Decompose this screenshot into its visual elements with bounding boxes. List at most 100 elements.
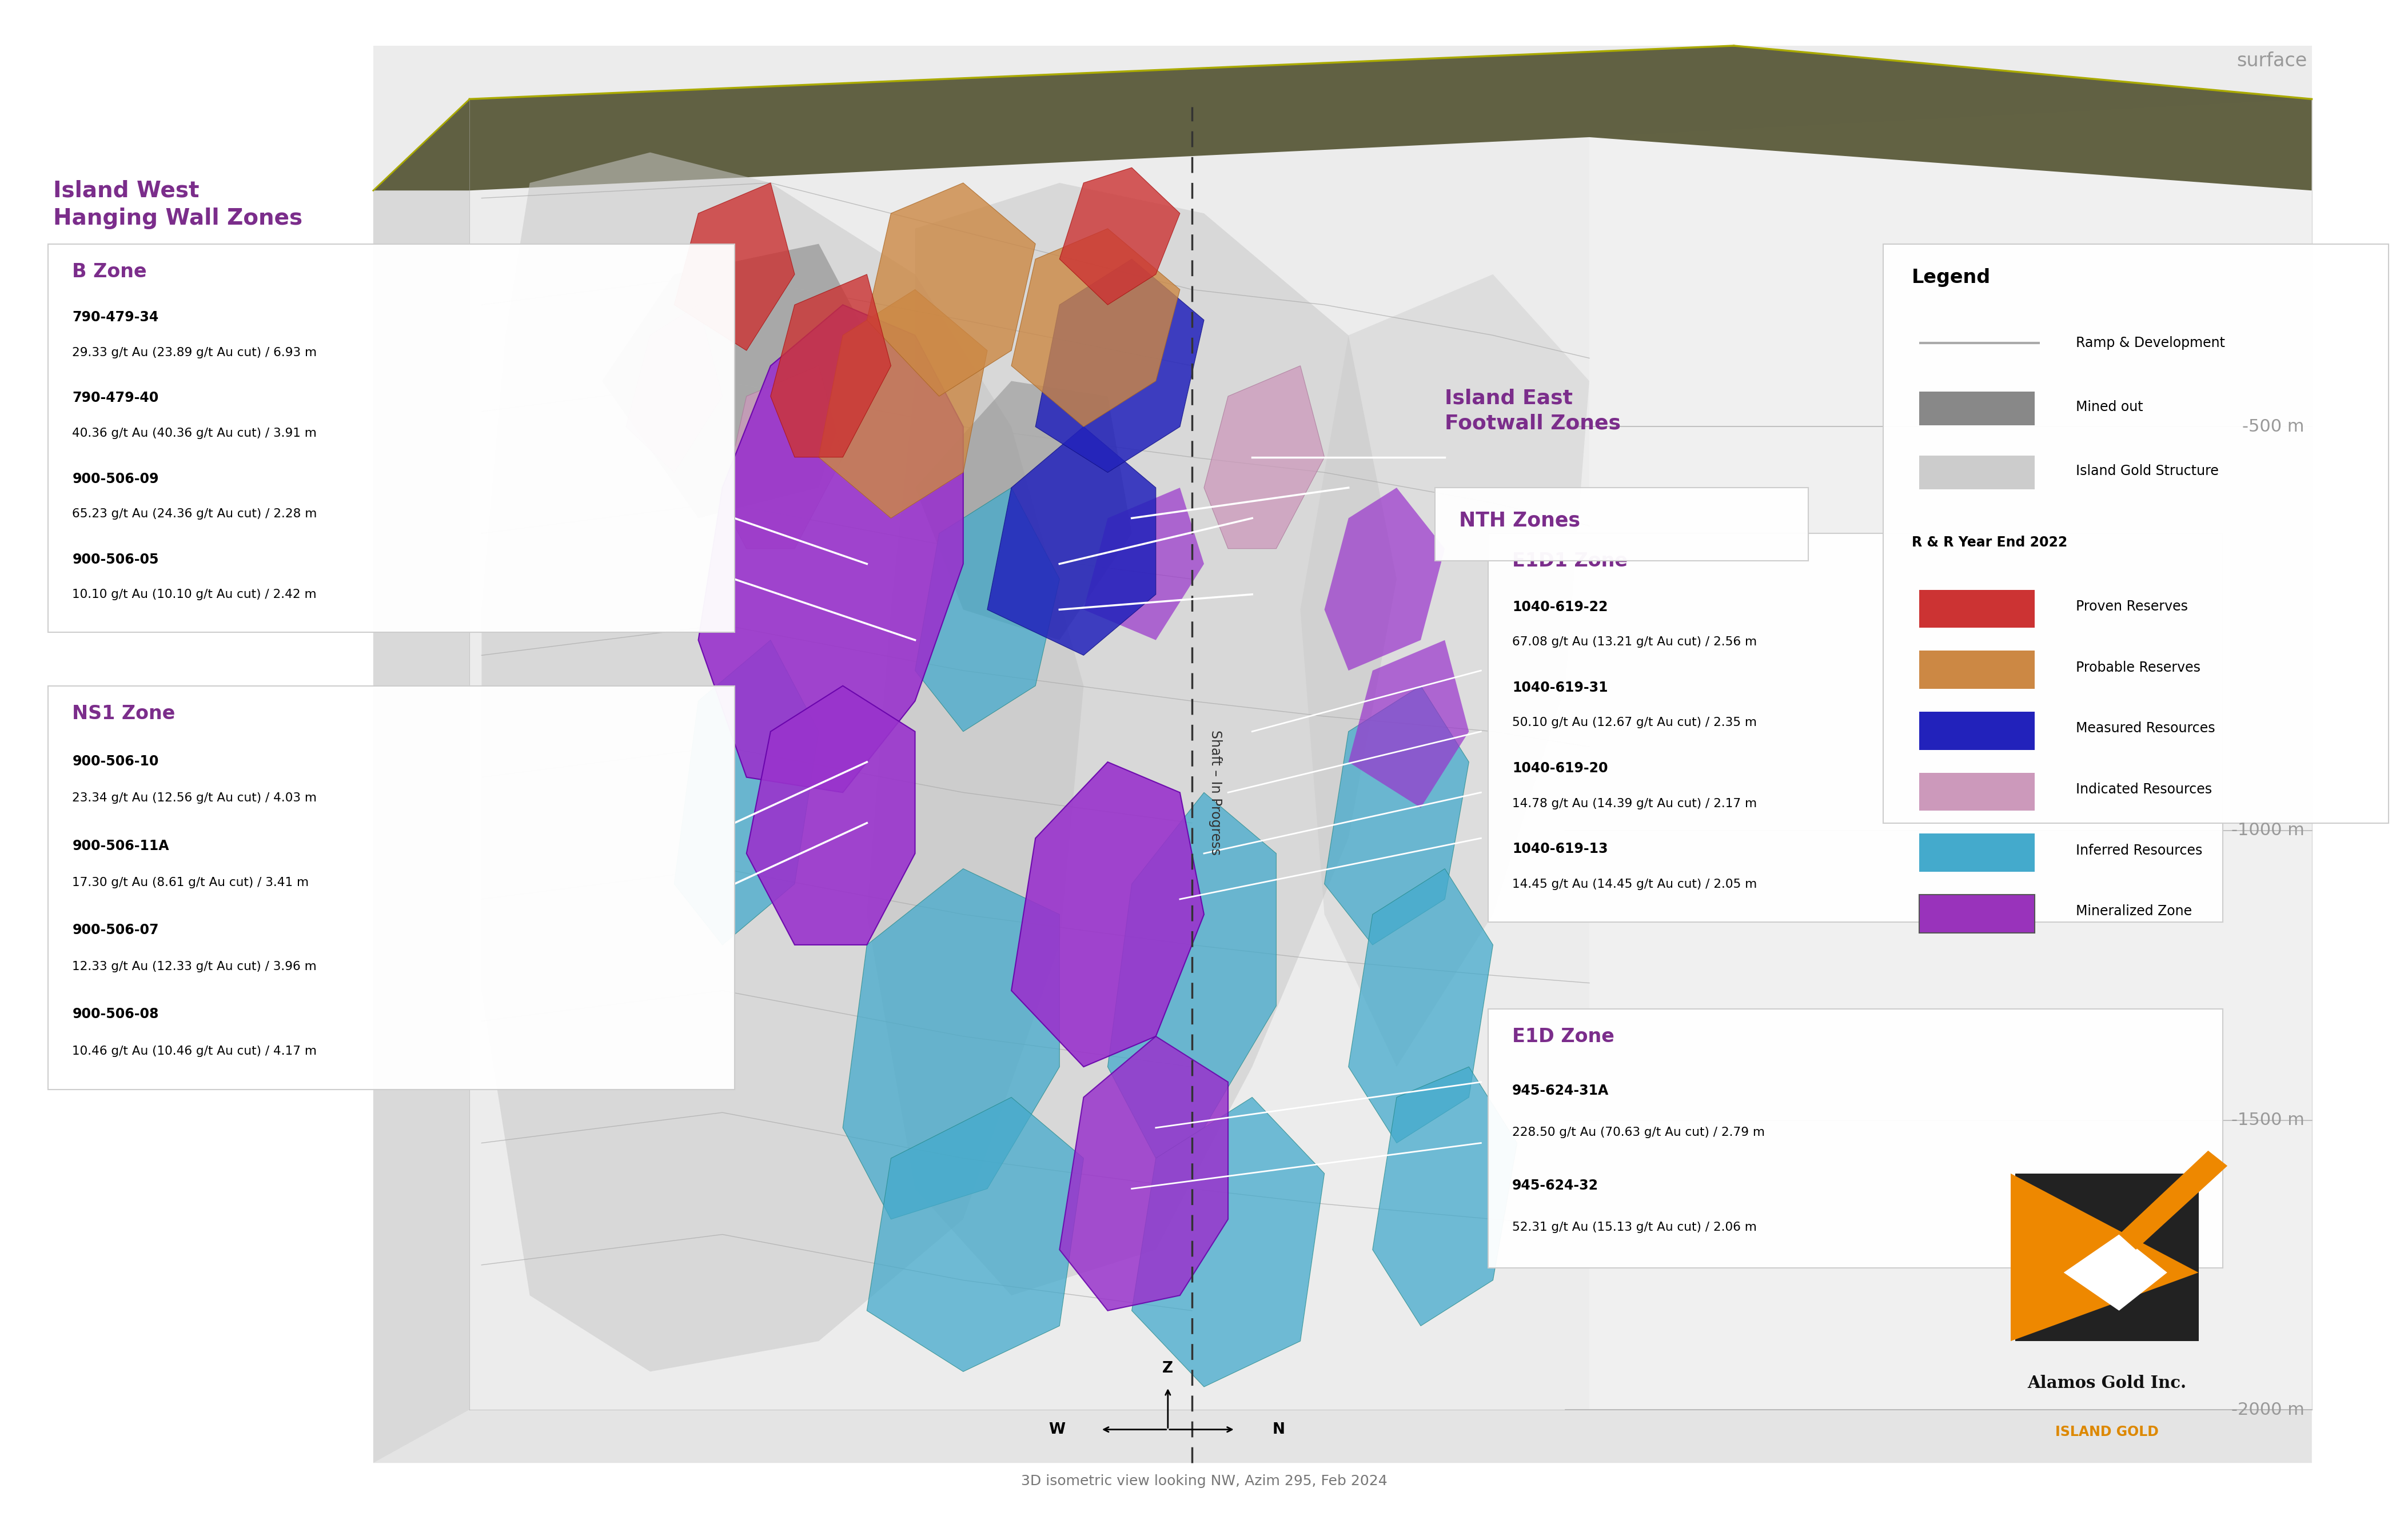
FancyBboxPatch shape: [1435, 488, 1808, 561]
Polygon shape: [1060, 1036, 1228, 1311]
FancyBboxPatch shape: [1919, 590, 2035, 628]
Text: 1040-619-20: 1040-619-20: [1512, 762, 1609, 776]
Polygon shape: [2011, 1173, 2199, 1341]
Text: 14.45 g/t Au (14.45 g/t Au cut) / 2.05 m: 14.45 g/t Au (14.45 g/t Au cut) / 2.05 m: [1512, 878, 1758, 890]
Text: 29.33 g/t Au (23.89 g/t Au cut) / 6.93 m: 29.33 g/t Au (23.89 g/t Au cut) / 6.93 m: [72, 347, 318, 358]
Polygon shape: [1108, 792, 1276, 1158]
Polygon shape: [1348, 640, 1469, 808]
Text: Inferred Resources: Inferred Resources: [2076, 843, 2203, 858]
Text: R & R Year End 2022: R & R Year End 2022: [1912, 535, 2068, 550]
FancyBboxPatch shape: [1488, 1009, 2223, 1268]
Text: Probable Reserves: Probable Reserves: [2076, 660, 2201, 675]
Text: Island Gold Structure: Island Gold Structure: [2076, 463, 2218, 479]
Text: 900-506-07: 900-506-07: [72, 924, 159, 937]
Text: NTH Zones: NTH Zones: [1459, 511, 1580, 530]
Polygon shape: [674, 640, 819, 945]
Text: 23.34 g/t Au (12.56 g/t Au cut) / 4.03 m: 23.34 g/t Au (12.56 g/t Au cut) / 4.03 m: [72, 792, 318, 805]
Text: Alamos Gold Inc.: Alamos Gold Inc.: [2028, 1375, 2186, 1391]
FancyBboxPatch shape: [1488, 533, 2223, 922]
Polygon shape: [1204, 366, 1324, 549]
Text: 945-624-31A: 945-624-31A: [1512, 1084, 1609, 1097]
Text: Island East
Footwall Zones: Island East Footwall Zones: [1445, 389, 1621, 433]
Polygon shape: [867, 1097, 1084, 1372]
Text: 40.36 g/t Au (40.36 g/t Au cut) / 3.91 m: 40.36 g/t Au (40.36 g/t Au cut) / 3.91 m: [72, 428, 318, 439]
Text: 1040-619-22: 1040-619-22: [1512, 600, 1609, 614]
Text: Mined out: Mined out: [2076, 399, 2143, 415]
Polygon shape: [1373, 1067, 1517, 1326]
Text: 50.10 g/t Au (12.67 g/t Au cut) / 2.35 m: 50.10 g/t Au (12.67 g/t Au cut) / 2.35 m: [1512, 718, 1758, 728]
Polygon shape: [626, 305, 722, 472]
Polygon shape: [1132, 1097, 1324, 1387]
Polygon shape: [373, 1410, 2312, 1463]
Polygon shape: [1011, 762, 1204, 1067]
Polygon shape: [1324, 488, 1445, 671]
Polygon shape: [867, 183, 1397, 1295]
FancyBboxPatch shape: [2015, 1173, 2199, 1341]
Text: -1500 m: -1500 m: [2232, 1113, 2304, 1128]
Text: 52.31 g/t Au (15.13 g/t Au cut) / 2.06 m: 52.31 g/t Au (15.13 g/t Au cut) / 2.06 m: [1512, 1222, 1758, 1233]
Text: -1000 m: -1000 m: [2232, 823, 2304, 838]
Polygon shape: [746, 686, 915, 945]
FancyBboxPatch shape: [1919, 456, 2035, 489]
FancyBboxPatch shape: [1919, 895, 2035, 933]
Text: 65.23 g/t Au (24.36 g/t Au cut) / 2.28 m: 65.23 g/t Au (24.36 g/t Au cut) / 2.28 m: [72, 507, 318, 520]
Text: surface: surface: [2237, 52, 2307, 70]
Polygon shape: [2064, 1234, 2167, 1311]
Polygon shape: [373, 46, 2312, 190]
FancyBboxPatch shape: [48, 244, 734, 632]
Polygon shape: [1348, 869, 1493, 1143]
Text: E1D Zone: E1D Zone: [1512, 1027, 1613, 1045]
Text: Island West
Hanging Wall Zones: Island West Hanging Wall Zones: [53, 180, 303, 229]
Polygon shape: [1324, 686, 1469, 945]
Text: Legend: Legend: [1912, 268, 1991, 287]
Text: Z: Z: [1163, 1361, 1173, 1376]
FancyBboxPatch shape: [48, 686, 734, 1090]
Text: 3D isometric view looking NW, Azim 295, Feb 2024: 3D isometric view looking NW, Azim 295, …: [1021, 1474, 1387, 1489]
Polygon shape: [915, 488, 1060, 732]
Polygon shape: [1035, 259, 1204, 472]
Text: Ramp & Development: Ramp & Development: [2076, 335, 2225, 351]
Text: B Zone: B Zone: [72, 262, 147, 280]
Polygon shape: [819, 290, 987, 518]
Text: 790-479-40: 790-479-40: [72, 392, 159, 405]
Text: 67.08 g/t Au (13.21 g/t Au cut) / 2.56 m: 67.08 g/t Au (13.21 g/t Au cut) / 2.56 m: [1512, 637, 1758, 648]
Text: 900-506-08: 900-506-08: [72, 1007, 159, 1021]
Text: E1D1 Zone: E1D1 Zone: [1512, 552, 1628, 570]
Text: ISLAND GOLD: ISLAND GOLD: [2056, 1425, 2158, 1439]
Text: 14.78 g/t Au (14.39 g/t Au cut) / 2.17 m: 14.78 g/t Au (14.39 g/t Au cut) / 2.17 m: [1512, 797, 1758, 809]
FancyBboxPatch shape: [1883, 244, 2389, 823]
Text: 900-506-05: 900-506-05: [72, 553, 159, 567]
Polygon shape: [482, 152, 1084, 1372]
Text: W: W: [1050, 1422, 1064, 1437]
Polygon shape: [722, 366, 843, 549]
Text: 900-506-09: 900-506-09: [72, 472, 159, 486]
Polygon shape: [373, 99, 470, 1463]
FancyBboxPatch shape: [1919, 712, 2035, 750]
Polygon shape: [987, 427, 1156, 655]
Text: -500 m: -500 m: [2242, 419, 2304, 434]
Text: NS1 Zone: NS1 Zone: [72, 704, 176, 722]
Polygon shape: [1011, 229, 1180, 427]
FancyBboxPatch shape: [1919, 773, 2035, 811]
Text: Indicated Resources: Indicated Resources: [2076, 782, 2213, 797]
Text: Shaft – In Progress: Shaft – In Progress: [1209, 730, 1223, 855]
Text: Measured Resources: Measured Resources: [2076, 721, 2215, 736]
Text: 900-506-10: 900-506-10: [72, 754, 159, 768]
FancyBboxPatch shape: [1919, 392, 2035, 425]
Text: 1040-619-31: 1040-619-31: [1512, 681, 1609, 695]
Polygon shape: [915, 381, 1132, 640]
Polygon shape: [1084, 488, 1204, 640]
Text: 17.30 g/t Au (8.61 g/t Au cut) / 3.41 m: 17.30 g/t Au (8.61 g/t Au cut) / 3.41 m: [72, 876, 308, 888]
Text: -2000 m: -2000 m: [2232, 1402, 2304, 1417]
Polygon shape: [1589, 99, 2312, 1410]
Polygon shape: [867, 183, 1035, 396]
FancyBboxPatch shape: [373, 46, 2312, 1463]
Polygon shape: [1060, 168, 1180, 305]
Text: 10.46 g/t Au (10.46 g/t Au cut) / 4.17 m: 10.46 g/t Au (10.46 g/t Au cut) / 4.17 m: [72, 1045, 318, 1056]
Text: 790-479-34: 790-479-34: [72, 311, 159, 325]
Polygon shape: [1300, 274, 1589, 1067]
Polygon shape: [602, 244, 867, 518]
Polygon shape: [843, 869, 1060, 1219]
Text: 10.10 g/t Au (10.10 g/t Au cut) / 2.42 m: 10.10 g/t Au (10.10 g/t Au cut) / 2.42 m: [72, 588, 318, 600]
Text: 945-624-32: 945-624-32: [1512, 1180, 1599, 1193]
